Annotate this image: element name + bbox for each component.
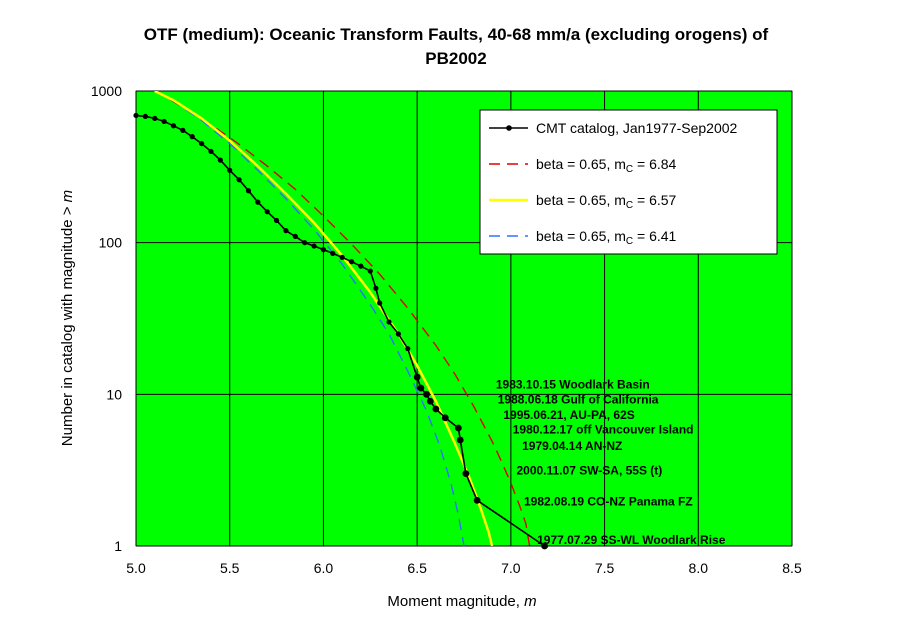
- catalog-point: [170, 123, 177, 129]
- catalog-point: [423, 390, 430, 398]
- catalog-point: [395, 331, 401, 337]
- catalog-point: [456, 436, 464, 444]
- event-annotation: 1983.10.15 Woodlark Basin: [496, 378, 650, 392]
- event-annotation: 1982.08.19 CO-NZ Panama FZ: [524, 494, 693, 508]
- catalog-point: [189, 134, 195, 140]
- series-line-mc_641: [154, 91, 465, 546]
- x-axis-label-text: Moment magnitude,: [387, 593, 524, 610]
- catalog-point: [302, 240, 308, 246]
- catalog-point: [273, 217, 280, 224]
- catalog-point: [405, 346, 411, 352]
- legend-subscript: C: [626, 164, 633, 175]
- catalog-point: [462, 470, 470, 478]
- catalog-point: [330, 250, 336, 256]
- catalog-point: [283, 228, 289, 234]
- catalog-point: [161, 118, 167, 125]
- catalog-point: [227, 167, 233, 173]
- legend-label-catalog: CMT catalog, Jan1977-Sep2002: [536, 120, 738, 136]
- catalog-markers: [133, 112, 548, 550]
- y-tick-label: 1000: [91, 83, 122, 99]
- x-axis-label-var: m: [524, 593, 537, 610]
- catalog-point: [208, 148, 214, 154]
- series-line-mc_657: [154, 91, 494, 546]
- catalog-point: [236, 177, 242, 183]
- event-annotation: 1980.12.17 off Vancouver Island: [513, 423, 694, 437]
- catalog-point: [133, 112, 139, 119]
- event-annotation: 2000.11.07 SW-SA, 55S (t): [516, 464, 662, 478]
- x-tick-label: 5.0: [126, 560, 146, 576]
- x-tick-label: 6.5: [407, 560, 427, 576]
- catalog-point: [432, 405, 440, 413]
- catalog-point: [473, 496, 481, 504]
- catalog-point: [255, 199, 261, 205]
- catalog-point: [441, 414, 449, 422]
- catalog-point: [339, 254, 345, 260]
- event-annotation: 1979.04.14 AN-NZ: [522, 439, 622, 453]
- legend-label-mc_657: beta = 0.65, mC = 6.57: [536, 192, 677, 211]
- catalog-point: [180, 127, 186, 133]
- event-annotation: 1977.07.29 SS-WL Woodlark Rise: [537, 533, 726, 547]
- catalog-point: [199, 140, 205, 147]
- legend-text: beta = 0.65, m: [536, 192, 626, 208]
- legend-label-mc_641: beta = 0.65, mC = 6.41: [536, 228, 677, 247]
- event-annotation: 1995.06.21, AU-PA, 62S: [503, 408, 634, 422]
- y-tick-label: 10: [106, 386, 122, 402]
- catalog-point: [454, 424, 462, 432]
- legend-text: beta = 0.65, m: [536, 228, 626, 244]
- catalog-point: [292, 233, 298, 239]
- catalog-point: [348, 259, 355, 265]
- y-tick-labels: 1 10 100 1000: [91, 83, 122, 554]
- catalog-point: [245, 188, 252, 194]
- x-axis-label: Moment magnitude, m: [387, 593, 536, 610]
- x-tick-label: 7.0: [501, 560, 521, 576]
- catalog-point: [413, 373, 421, 381]
- catalog-point: [417, 384, 425, 392]
- legend-value: = 6.84: [633, 156, 676, 172]
- legend: CMT catalog, Jan1977-Sep2002 beta = 0.65,…: [479, 109, 778, 255]
- chart-title-line2: PB2002: [425, 49, 486, 68]
- series-line-mc_684: [154, 91, 531, 546]
- legend-subscript: C: [626, 200, 633, 211]
- legend-text: beta = 0.65, m: [536, 156, 626, 172]
- chart-title-line1: OTF (medium): Oceanic Transform Faults, …: [144, 25, 769, 44]
- y-axis-label-var: m: [59, 190, 76, 203]
- catalog-point: [320, 247, 327, 253]
- legend-subscript: C: [626, 236, 633, 247]
- catalog-point: [311, 243, 317, 249]
- legend-text: CMT catalog, Jan1977-Sep2002: [536, 120, 738, 136]
- y-axis-label: Number in catalog with magnitude > m: [59, 190, 76, 446]
- x-tick-label: 8.0: [689, 560, 709, 576]
- catalog-point: [377, 300, 383, 306]
- x-tick-label: 7.5: [595, 560, 615, 576]
- catalog-point: [217, 157, 223, 163]
- catalog-point: [426, 397, 434, 405]
- catalog-point: [264, 209, 270, 215]
- x-tick-label: 5.5: [220, 560, 240, 576]
- y-axis-label-text: Number in catalog with magnitude >: [59, 202, 76, 446]
- legend-marker: [506, 125, 512, 131]
- catalog-point: [386, 319, 392, 325]
- event-annotation: 1988.06.18 Gulf of California: [498, 393, 659, 407]
- legend-label-mc_684: beta = 0.65, mC = 6.84: [536, 156, 677, 175]
- catalog-point: [142, 113, 148, 120]
- x-tick-label: 8.5: [782, 560, 802, 576]
- y-tick-label: 100: [99, 235, 123, 251]
- catalog-point: [358, 263, 364, 269]
- x-tick-labels: 5.0 5.5 6.0 6.5 7.0 7.5 8.0 8.5: [126, 560, 802, 576]
- catalog-point: [152, 115, 158, 121]
- y-tick-label: 1: [114, 538, 122, 554]
- legend-value: = 6.41: [633, 228, 676, 244]
- catalog-point: [373, 285, 379, 291]
- legend-box: [479, 109, 778, 255]
- x-tick-label: 6.0: [314, 560, 334, 576]
- legend-value: = 6.57: [633, 192, 676, 208]
- catalog-point: [367, 268, 373, 274]
- catalog-point: [541, 542, 548, 550]
